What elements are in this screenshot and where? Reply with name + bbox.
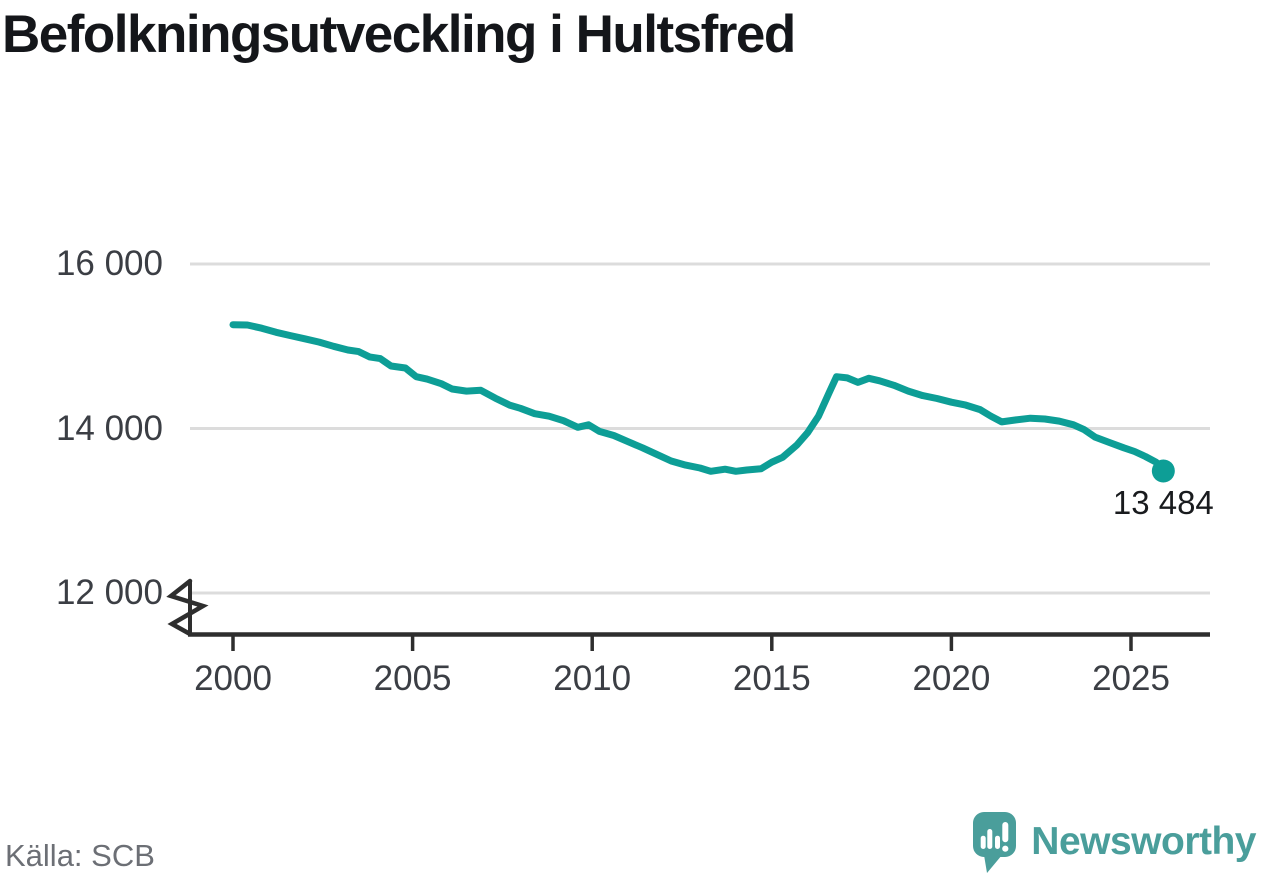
population-line-series bbox=[229, 321, 1167, 475]
newsworthy-wordmark: Newsworthy bbox=[1031, 820, 1256, 863]
x-tick-label: 2010 bbox=[553, 659, 632, 698]
x-tick-label: 2025 bbox=[1092, 659, 1170, 698]
chart-title: Befolkningsutveckling i Hultsfred bbox=[2, 5, 796, 64]
newsworthy-speech-bubble-bar-chart-icon bbox=[973, 812, 1017, 873]
x-tick-label: 2015 bbox=[732, 659, 811, 698]
y-tick-label: 14 000 bbox=[55, 408, 163, 448]
y-tick-label: 12 000 bbox=[55, 573, 163, 612]
last-value-dot bbox=[1151, 459, 1175, 483]
last-value-label: 13 484 bbox=[1112, 483, 1214, 521]
x-tick-label: 2000 bbox=[194, 659, 272, 698]
axis-break-icon bbox=[166, 578, 209, 637]
x-tick-label: 2005 bbox=[373, 659, 452, 698]
source-caption: Källa: SCB bbox=[5, 838, 155, 873]
y-tick-label: 16 000 bbox=[55, 244, 163, 283]
x-tick-label: 2020 bbox=[912, 659, 991, 698]
newsworthy-logo: Newsworthy bbox=[971, 810, 1256, 876]
